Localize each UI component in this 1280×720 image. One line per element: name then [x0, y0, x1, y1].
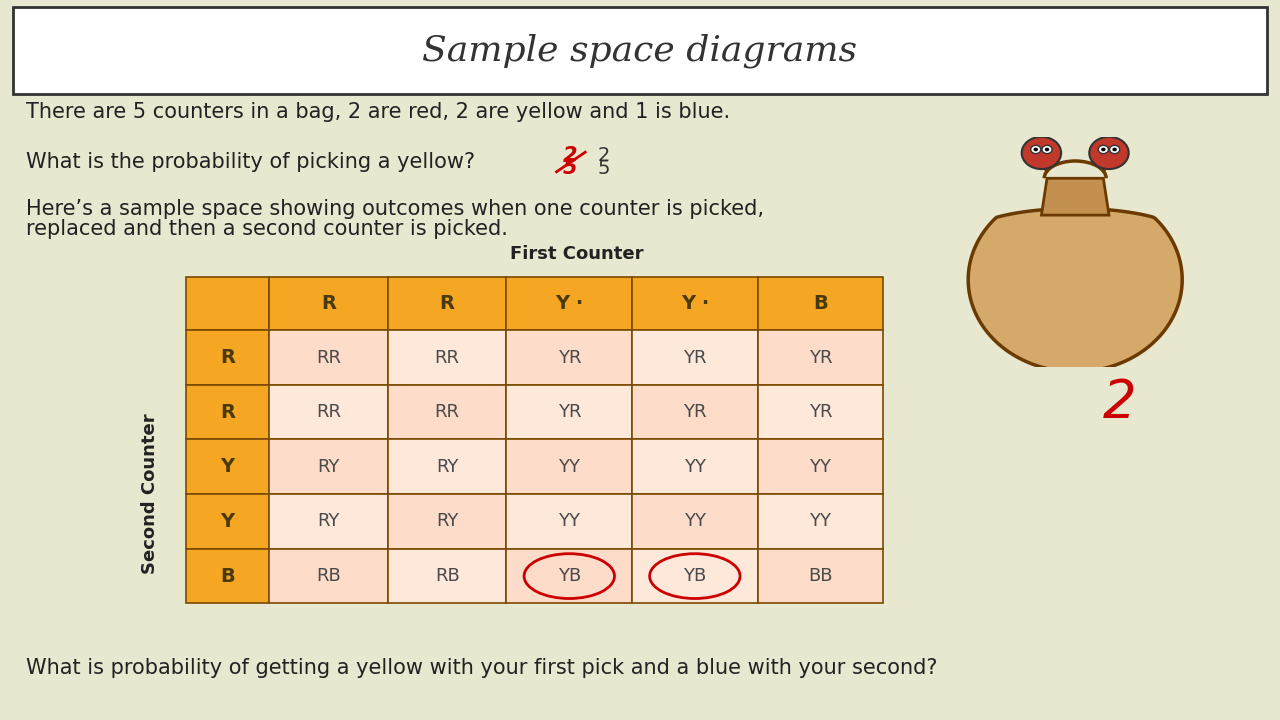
- Polygon shape: [968, 209, 1183, 372]
- Text: What is probability of getting a yellow with your first pick and a blue with you: What is probability of getting a yellow …: [26, 658, 937, 678]
- Circle shape: [1089, 137, 1129, 169]
- Text: YY: YY: [684, 458, 705, 476]
- Circle shape: [1101, 148, 1106, 151]
- Text: RY: RY: [317, 458, 339, 476]
- Circle shape: [1044, 148, 1050, 151]
- Text: R: R: [220, 348, 236, 367]
- Text: 5: 5: [562, 158, 577, 179]
- Text: YR: YR: [809, 403, 832, 421]
- Text: YY: YY: [809, 458, 832, 476]
- Text: RR: RR: [435, 403, 460, 421]
- Text: replaced and then a second counter is picked.: replaced and then a second counter is pi…: [26, 219, 507, 239]
- Text: Second Counter: Second Counter: [141, 414, 159, 575]
- Text: Sample space diagrams: Sample space diagrams: [422, 33, 858, 68]
- Text: Y ·: Y ·: [556, 294, 584, 313]
- Text: Y ·: Y ·: [681, 294, 709, 313]
- Text: RB: RB: [435, 567, 460, 585]
- Text: Y: Y: [220, 457, 234, 477]
- Text: R: R: [440, 294, 454, 313]
- Circle shape: [1112, 148, 1117, 151]
- Text: Y: Y: [220, 512, 234, 531]
- Text: First Counter: First Counter: [509, 245, 643, 263]
- Text: 2: 2: [598, 146, 611, 165]
- Text: 5: 5: [598, 159, 611, 178]
- Circle shape: [1042, 145, 1052, 153]
- Text: B: B: [813, 294, 828, 313]
- Text: YY: YY: [809, 513, 832, 531]
- Text: YY: YY: [558, 513, 580, 531]
- Text: YB: YB: [684, 567, 707, 585]
- Text: RR: RR: [316, 348, 340, 366]
- Text: YR: YR: [684, 348, 707, 366]
- Text: What is the probability of picking a yellow?: What is the probability of picking a yel…: [26, 152, 475, 172]
- Text: YR: YR: [684, 403, 707, 421]
- Text: YR: YR: [558, 348, 581, 366]
- Circle shape: [1110, 145, 1120, 153]
- Text: YR: YR: [809, 348, 832, 366]
- Circle shape: [1098, 145, 1108, 153]
- Text: BB: BB: [808, 567, 833, 585]
- Text: R: R: [220, 402, 236, 422]
- Circle shape: [1033, 148, 1038, 151]
- Text: There are 5 counters in a bag, 2 are red, 2 are yellow and 1 is blue.: There are 5 counters in a bag, 2 are red…: [26, 102, 730, 122]
- Text: RY: RY: [317, 513, 339, 531]
- Text: RR: RR: [316, 403, 340, 421]
- Text: B: B: [220, 567, 234, 585]
- Circle shape: [1030, 145, 1041, 153]
- Text: YB: YB: [558, 567, 581, 585]
- Text: RY: RY: [436, 458, 458, 476]
- Polygon shape: [1042, 179, 1108, 215]
- Text: 2: 2: [562, 145, 577, 166]
- Text: R: R: [321, 294, 337, 313]
- Text: Here’s a sample space showing outcomes when one counter is picked,: Here’s a sample space showing outcomes w…: [26, 199, 764, 219]
- Text: RY: RY: [436, 513, 458, 531]
- Text: RB: RB: [316, 567, 340, 585]
- Text: YY: YY: [558, 458, 580, 476]
- Circle shape: [1021, 137, 1061, 169]
- Text: YR: YR: [558, 403, 581, 421]
- Text: YY: YY: [684, 513, 705, 531]
- Text: RR: RR: [435, 348, 460, 366]
- Text: 2: 2: [1103, 377, 1137, 429]
